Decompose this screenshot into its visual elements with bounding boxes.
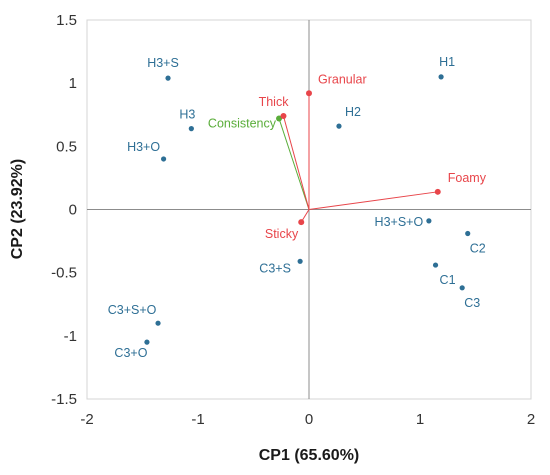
score-point bbox=[165, 75, 171, 81]
score-point-label: H3+S bbox=[147, 56, 179, 70]
score-point bbox=[465, 230, 471, 237]
score-point bbox=[426, 218, 432, 224]
loading-vector-label: Thick bbox=[259, 95, 290, 109]
score-point bbox=[188, 126, 194, 132]
score-point-label: H3+S+O bbox=[375, 215, 424, 229]
x-axis-title: CP1 (65.60%) bbox=[259, 447, 360, 464]
loading-vector-line bbox=[278, 118, 310, 210]
score-point bbox=[432, 262, 439, 268]
loading-vector-label: Sticky bbox=[265, 227, 299, 241]
score-point-label: H3 bbox=[179, 108, 195, 122]
y-tick-label: 1.5 bbox=[56, 12, 77, 29]
y-axis-title: CP2 (23.92%) bbox=[9, 159, 26, 260]
score-point bbox=[459, 285, 465, 291]
score-point-label: H2 bbox=[345, 105, 361, 119]
x-tick-label: -2 bbox=[80, 411, 93, 428]
score-point bbox=[438, 74, 444, 80]
x-tick-labels: -2 -1 0 1 2 bbox=[80, 411, 535, 428]
loading-vector-tip bbox=[298, 219, 305, 226]
y-tick-label: 0.5 bbox=[56, 138, 77, 155]
score-point-label: C3+O bbox=[114, 346, 147, 360]
y-tick-label: -1.5 bbox=[51, 391, 77, 408]
loading-vector-tip bbox=[306, 90, 312, 97]
loading-vector-label: Foamy bbox=[448, 171, 487, 185]
score-point-label: H1 bbox=[439, 55, 455, 69]
score-point-label: C1 bbox=[440, 273, 456, 287]
score-point bbox=[155, 320, 161, 326]
score-points: H1 H3+S H3 H2 H3+O H3+S+O C2 C3+S C1 C3 C3+S+O C3+O bbox=[108, 55, 486, 360]
y-tick-labels: -1.5 -1 -0.5 0 0.5 1 1.5 bbox=[51, 12, 77, 408]
loading-vector-label: Granular bbox=[318, 72, 367, 86]
score-point bbox=[144, 339, 150, 345]
y-tick-label: 0 bbox=[69, 202, 77, 219]
loading-vector-tip bbox=[280, 113, 287, 120]
x-tick-label: 0 bbox=[305, 411, 313, 428]
loading-vectors: Consistency Granular Thick Foamy Sticky bbox=[208, 72, 487, 241]
loading-vector-label: Consistency bbox=[208, 117, 277, 131]
score-point-label: C3+S bbox=[259, 261, 291, 275]
y-tick-label: -0.5 bbox=[51, 265, 77, 282]
score-point-label: C3+S+O bbox=[108, 303, 157, 317]
y-tick-label: 1 bbox=[69, 75, 77, 92]
score-point-label: C2 bbox=[470, 242, 486, 256]
loading-vector-line bbox=[308, 191, 438, 210]
loading-vector-tip bbox=[276, 115, 283, 122]
x-tick-label: 2 bbox=[527, 411, 535, 428]
score-point bbox=[297, 258, 303, 264]
y-tick-label: -1 bbox=[64, 328, 77, 345]
x-tick-label: 1 bbox=[416, 411, 424, 428]
loading-vector-tip bbox=[434, 188, 441, 195]
score-point-label: H3+O bbox=[127, 140, 160, 154]
score-point bbox=[160, 156, 167, 162]
score-point bbox=[336, 123, 342, 129]
loading-vector-line bbox=[282, 115, 310, 210]
score-point-label: C3 bbox=[464, 296, 480, 310]
x-tick-label: -1 bbox=[191, 411, 204, 428]
